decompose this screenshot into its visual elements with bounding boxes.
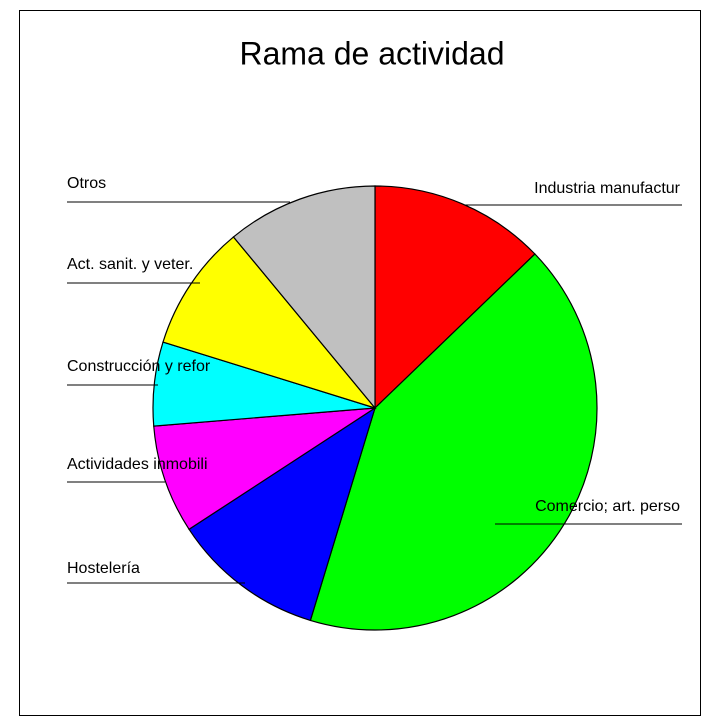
- slice-label: Construcción y refor: [67, 358, 211, 375]
- slice-label: Hostelería: [67, 560, 140, 577]
- pie-slice: [188, 406, 377, 622]
- slice-label: Act. sanit. y veter.: [67, 256, 193, 273]
- slice-label: Comercio; art. perso: [535, 498, 680, 515]
- pie-slice: [162, 236, 377, 410]
- slice-label: Actividades inmobili: [67, 456, 208, 473]
- chart-title: Rama de actividad: [239, 35, 504, 71]
- pie-slice: [374, 185, 536, 410]
- pie-slice: [153, 407, 376, 531]
- slice-label: Otros: [67, 175, 106, 192]
- slice-label: Industria manufactur: [534, 180, 681, 197]
- pie-slice: [232, 185, 376, 410]
